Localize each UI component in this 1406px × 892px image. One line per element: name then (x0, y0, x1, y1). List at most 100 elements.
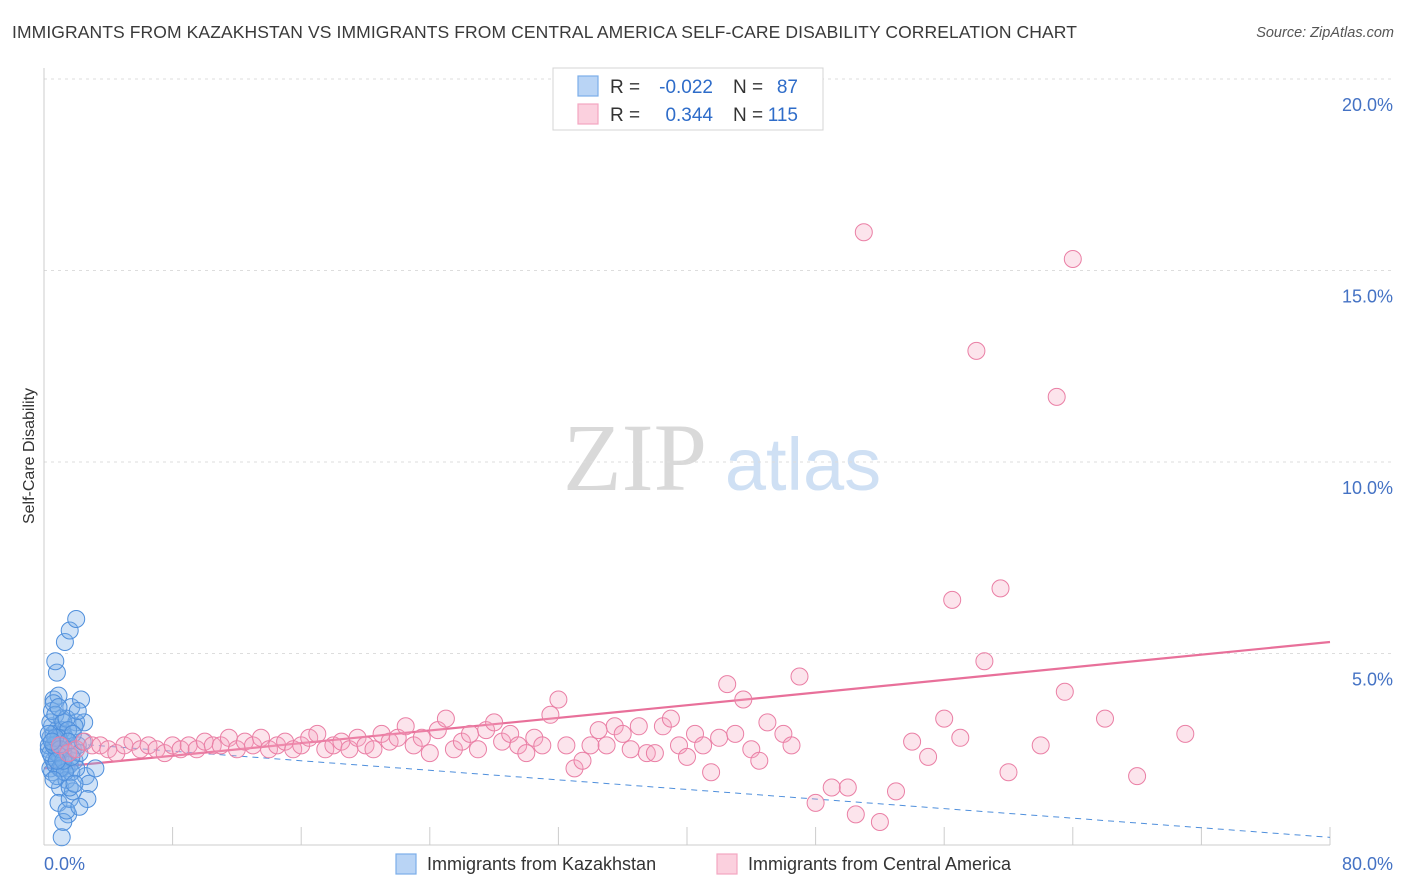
data-point (935, 709, 954, 728)
data-point (782, 736, 801, 755)
data-point (613, 724, 632, 743)
data-point (806, 793, 825, 812)
data-point (846, 805, 865, 824)
legend-r-label-0: R = (610, 77, 640, 98)
data-point (581, 736, 600, 755)
data-point (67, 610, 86, 628)
y-tick-label-15: 15.0% (1342, 287, 1393, 307)
data-point (702, 763, 721, 782)
data-point (364, 740, 383, 759)
data-point (854, 223, 873, 242)
data-point (903, 732, 922, 751)
legend-r-value-0: -0.022 (659, 77, 713, 98)
data-point (758, 713, 777, 732)
data-point (47, 663, 66, 682)
data-point (734, 690, 753, 709)
data-point (469, 740, 487, 759)
data-point (967, 341, 986, 360)
data-point (75, 713, 94, 732)
data-point (645, 744, 664, 763)
legend-r-label-1: R = (610, 105, 640, 126)
data-points (39, 223, 1195, 847)
data-point (822, 778, 841, 797)
data-point (678, 747, 696, 766)
data-point (1055, 682, 1074, 701)
y-tick-label-10: 10.0% (1342, 478, 1393, 498)
data-point (533, 736, 552, 755)
data-point (46, 652, 65, 671)
data-point (86, 759, 105, 778)
data-point (597, 736, 616, 755)
gridlines (44, 78, 1393, 654)
watermark-zip: ZIP (563, 404, 707, 511)
series-legend: Immigrants from Kazakhstan Immigrants fr… (395, 853, 1012, 875)
data-point (420, 744, 439, 763)
x-tick-label-max: 80.0% (1342, 854, 1393, 874)
data-point (54, 813, 73, 831)
data-point (1176, 724, 1195, 743)
legend-n-value-0: 87 (777, 77, 798, 98)
data-point (589, 721, 608, 740)
y-tick-label-5: 5.0% (1352, 670, 1393, 690)
data-point (541, 705, 560, 724)
data-point (412, 728, 431, 747)
watermark: ZIP atlas (563, 404, 881, 511)
data-point (70, 797, 89, 816)
series-points-central-america (51, 223, 1195, 831)
trend-line-kazakhstan (43, 741, 1331, 838)
data-point (1047, 387, 1066, 406)
data-point (49, 698, 68, 717)
series-legend-swatch-central-america (716, 853, 738, 875)
data-point (65, 774, 84, 793)
x-tick-label-min: 0.0% (44, 854, 85, 874)
legend-swatch-central-america (577, 103, 599, 125)
data-point (557, 736, 576, 755)
series-points-kazakhstan (39, 610, 105, 847)
data-point (838, 778, 857, 797)
data-point (975, 652, 994, 671)
data-point (1031, 736, 1050, 755)
data-point (80, 774, 98, 793)
stats-legend: R = -0.022 N = 87 R = 0.344 N = 115 (552, 67, 824, 131)
trend-line-central-america (43, 640, 1331, 770)
chart-title: IMMIGRANTS FROM KAZAKHSTAN VS IMMIGRANTS… (12, 22, 1077, 42)
y-tick-label-20: 20.0% (1342, 95, 1393, 115)
data-point (999, 763, 1018, 782)
data-point (870, 813, 889, 831)
data-point (943, 590, 962, 609)
legend-n-label-0: N = (733, 77, 763, 98)
data-point (573, 751, 592, 770)
data-point (52, 828, 71, 847)
y-tick-labels: 5.0% 10.0% 15.0% 20.0% (1342, 95, 1393, 690)
data-point (485, 713, 504, 732)
series-legend-swatch-kazakhstan (395, 853, 417, 875)
axes (43, 68, 1331, 846)
data-point (549, 690, 568, 709)
data-point (887, 782, 905, 801)
watermark-atlas: atlas (725, 423, 881, 506)
legend-swatch-kazakhstan (577, 75, 599, 97)
y-axis-label: Self-Care Disability (21, 388, 38, 524)
data-point (1063, 250, 1082, 268)
data-point (60, 621, 79, 640)
data-point (396, 717, 415, 736)
data-point (308, 724, 327, 743)
data-point (919, 747, 938, 766)
data-point (951, 728, 970, 747)
data-point (1128, 767, 1147, 786)
data-point (661, 709, 680, 728)
data-point (726, 724, 745, 743)
data-point (517, 744, 536, 763)
data-point (55, 633, 74, 651)
series-legend-label-kazakhstan: Immigrants from Kazakhstan (427, 854, 656, 874)
data-point (790, 667, 809, 686)
data-point (44, 770, 63, 789)
legend-n-value-1: 115 (768, 105, 798, 126)
data-point (991, 579, 1010, 598)
legend-n-label-1: N = (733, 105, 763, 126)
data-point (621, 740, 640, 759)
data-point (629, 717, 648, 736)
data-point (718, 675, 737, 694)
data-point (710, 728, 729, 747)
